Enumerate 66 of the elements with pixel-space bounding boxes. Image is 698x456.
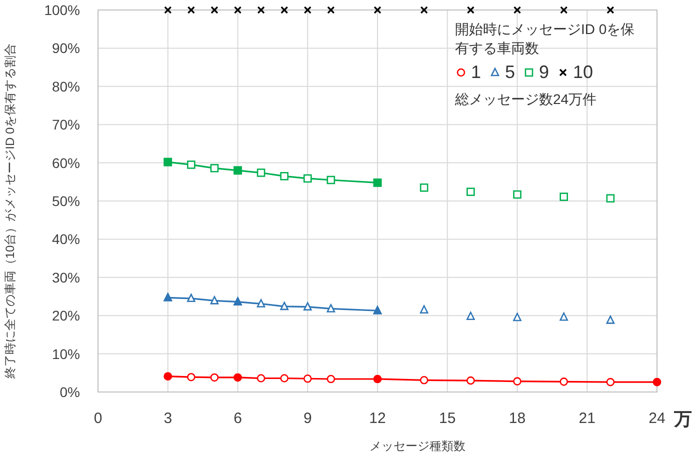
point [187,6,195,14]
annotation: 総メッセージ数24万件 [455,91,598,109]
point [303,174,312,183]
point [256,299,266,308]
point [303,302,312,310]
x-axis-title: メッセージ種類数 [370,439,466,453]
legend-title: 開始時にメッセージID 0を保有する車両数 [455,20,635,58]
point [257,6,265,14]
legend-label: 9 [539,62,550,82]
point [256,374,266,382]
point [606,6,614,14]
point [560,6,568,14]
y-tick-label: 70% [52,116,80,133]
point [234,6,242,14]
point [466,6,474,14]
y-tick-label: 0% [60,384,80,400]
x-tick-label: 18 [508,410,526,427]
y-tick-label: 60% [52,154,80,171]
y-axis-title: 終了時に全ての車両（10台）がメッセージID 0を保有する割合 [3,43,17,380]
point [304,6,312,14]
point [466,376,475,385]
point [327,6,335,14]
point [280,302,288,310]
point [280,374,288,382]
x-tick-label: 15 [439,410,456,427]
y-tick-label: 30% [52,269,80,286]
point [256,168,266,177]
point [280,6,288,14]
point [187,372,196,382]
text: 万 [673,409,692,429]
point [560,378,568,386]
point [326,304,336,312]
y-tick-label: 10% [52,346,80,362]
point [187,160,196,169]
point [210,296,219,304]
point [210,373,219,382]
legend-label: 1 [471,62,482,82]
x-tick-label: 9 [303,410,312,427]
point [326,374,336,384]
point [187,294,196,302]
x-tick-label: 3 [164,410,172,427]
y-tick-label: 40% [52,231,80,248]
x-tick-label: 24 [648,410,666,427]
point [420,6,428,14]
point [420,376,428,384]
x-tick-label: 12 [369,410,386,427]
x-tick-label: 21 [578,410,596,427]
point [326,176,336,184]
y-tick-label: 20% [52,308,80,324]
y-tick-label: 50% [52,193,80,209]
point [606,378,615,386]
legend-label: 10 [573,62,594,82]
point [280,172,288,180]
x-tick-label: 6 [234,410,242,427]
point [210,164,219,172]
point [303,374,312,383]
point [210,6,218,14]
y-tick-label: 90% [52,40,80,56]
point [164,6,172,14]
x-tick-label: 0 [94,410,102,427]
point [513,6,522,14]
legend-label: 5 [505,62,516,82]
y-tick-label: 80% [52,78,80,94]
y-tick-label: 100% [44,2,80,18]
point [374,6,382,14]
point [513,377,522,386]
